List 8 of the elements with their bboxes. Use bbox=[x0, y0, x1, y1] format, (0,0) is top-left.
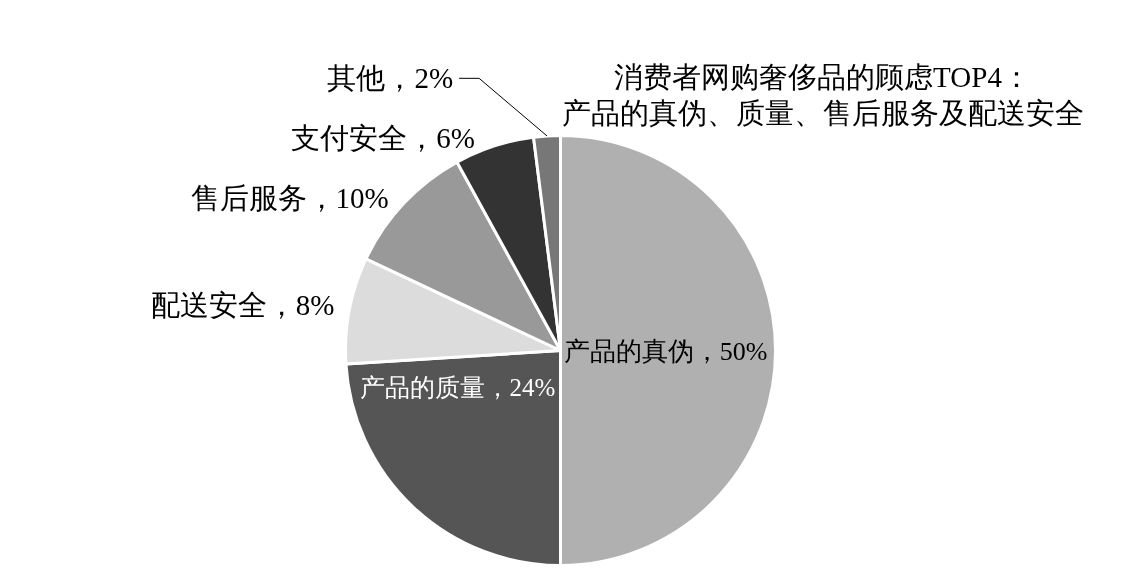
slice-label: 配送安全，8% bbox=[150, 289, 335, 322]
slice-label: 支付安全，6% bbox=[291, 122, 476, 155]
chart-title: 消费者网购奢侈品的顾虑TOP4： bbox=[614, 60, 1031, 93]
text: 产品的真伪、质量、售后服务及配送安全 bbox=[561, 96, 1084, 129]
slice-label: 其他，2% bbox=[327, 62, 454, 95]
slice-label: 产品的质量，24% bbox=[359, 374, 556, 401]
slice-label: 售后服务，10% bbox=[190, 182, 389, 215]
slice-label: 产品的真伪，50% bbox=[563, 337, 768, 366]
